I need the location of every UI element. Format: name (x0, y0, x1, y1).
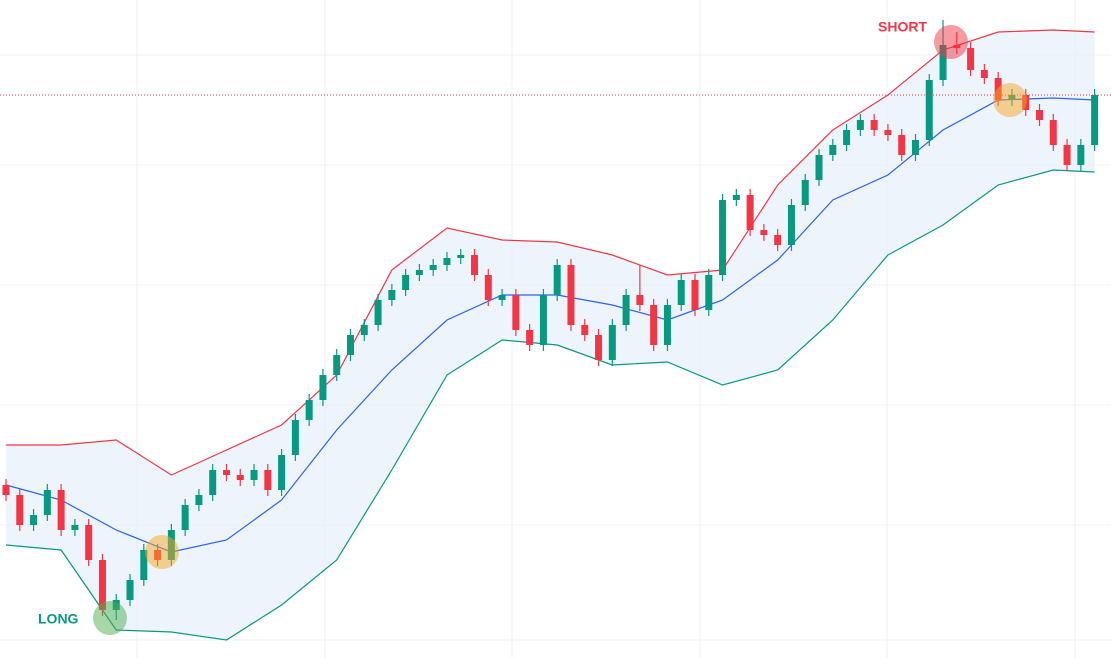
candle-body (71, 525, 79, 530)
candle-body (443, 258, 451, 265)
candle-body (1049, 120, 1057, 145)
candle-body (1036, 110, 1043, 120)
candle-body (939, 45, 947, 80)
candle-body (195, 495, 203, 505)
candle-body (746, 195, 754, 230)
candle-body (650, 305, 658, 345)
candle-body (236, 475, 244, 480)
candle-body (43, 490, 51, 515)
candle-body (264, 470, 272, 490)
candle-body (967, 48, 975, 70)
candle-body (126, 580, 134, 600)
candle-body (347, 335, 354, 355)
candle-body (898, 135, 906, 155)
candle-body (732, 195, 740, 200)
candle-body (608, 325, 616, 360)
candle-body (85, 525, 93, 560)
candle-body (539, 295, 547, 345)
candle-body (471, 255, 479, 275)
band-lower (5, 169, 1095, 641)
candle-body (1091, 95, 1099, 145)
candle-body (677, 280, 685, 305)
candle-body (719, 200, 727, 275)
candle-body (57, 490, 65, 530)
candle-body (856, 120, 864, 130)
signal-marker (934, 25, 968, 59)
candle-body (140, 550, 148, 580)
candle-body (801, 180, 809, 205)
candle-body (222, 470, 230, 475)
candle-body (484, 275, 492, 300)
candle-body (663, 305, 671, 345)
candle-body (333, 355, 341, 375)
candle-body (415, 270, 423, 275)
candle-body (278, 455, 286, 490)
candle-body (760, 230, 768, 235)
candle-body (581, 325, 589, 335)
candle-body (595, 335, 603, 360)
candle-body (209, 470, 217, 495)
candle-body (305, 400, 313, 420)
candle-body (1077, 145, 1085, 165)
candle-body (16, 495, 24, 525)
annotation-short: SHORT (878, 19, 927, 35)
signal-marker (93, 601, 127, 635)
candle-body (567, 265, 575, 325)
candle-body (884, 130, 892, 135)
candle-body (553, 265, 561, 295)
candle-body (181, 505, 189, 530)
candle-body (98, 560, 106, 610)
candle-body (829, 145, 837, 155)
candle-body (1063, 145, 1071, 165)
candle-body (526, 330, 534, 345)
candle-body (429, 265, 437, 270)
candle-body (787, 205, 795, 245)
candle-body (512, 295, 520, 330)
candle-body (705, 275, 713, 310)
candle-body (815, 155, 823, 180)
annotation-long: LONG (38, 611, 79, 627)
candle-body (911, 140, 919, 155)
candle-body (360, 325, 368, 335)
candle-body (622, 295, 630, 325)
candle-body (498, 295, 506, 300)
candle-body (691, 280, 699, 310)
candle-body (843, 130, 851, 145)
candle-body (980, 70, 988, 78)
candle-body (388, 290, 396, 300)
candle-body (291, 420, 299, 455)
candle-body (319, 375, 327, 400)
candle-body (374, 300, 382, 325)
band-upper (6, 29, 1095, 476)
candle-body (636, 295, 644, 305)
candle-body (870, 120, 878, 130)
candle-body (250, 470, 258, 480)
candle-body (2, 485, 10, 495)
candle-body (774, 235, 782, 245)
candle-body (925, 80, 933, 140)
signal-marker (993, 83, 1027, 117)
signal-marker (145, 535, 179, 569)
candle-body (30, 515, 38, 525)
candle-body (457, 255, 465, 258)
candle-body (402, 275, 410, 290)
